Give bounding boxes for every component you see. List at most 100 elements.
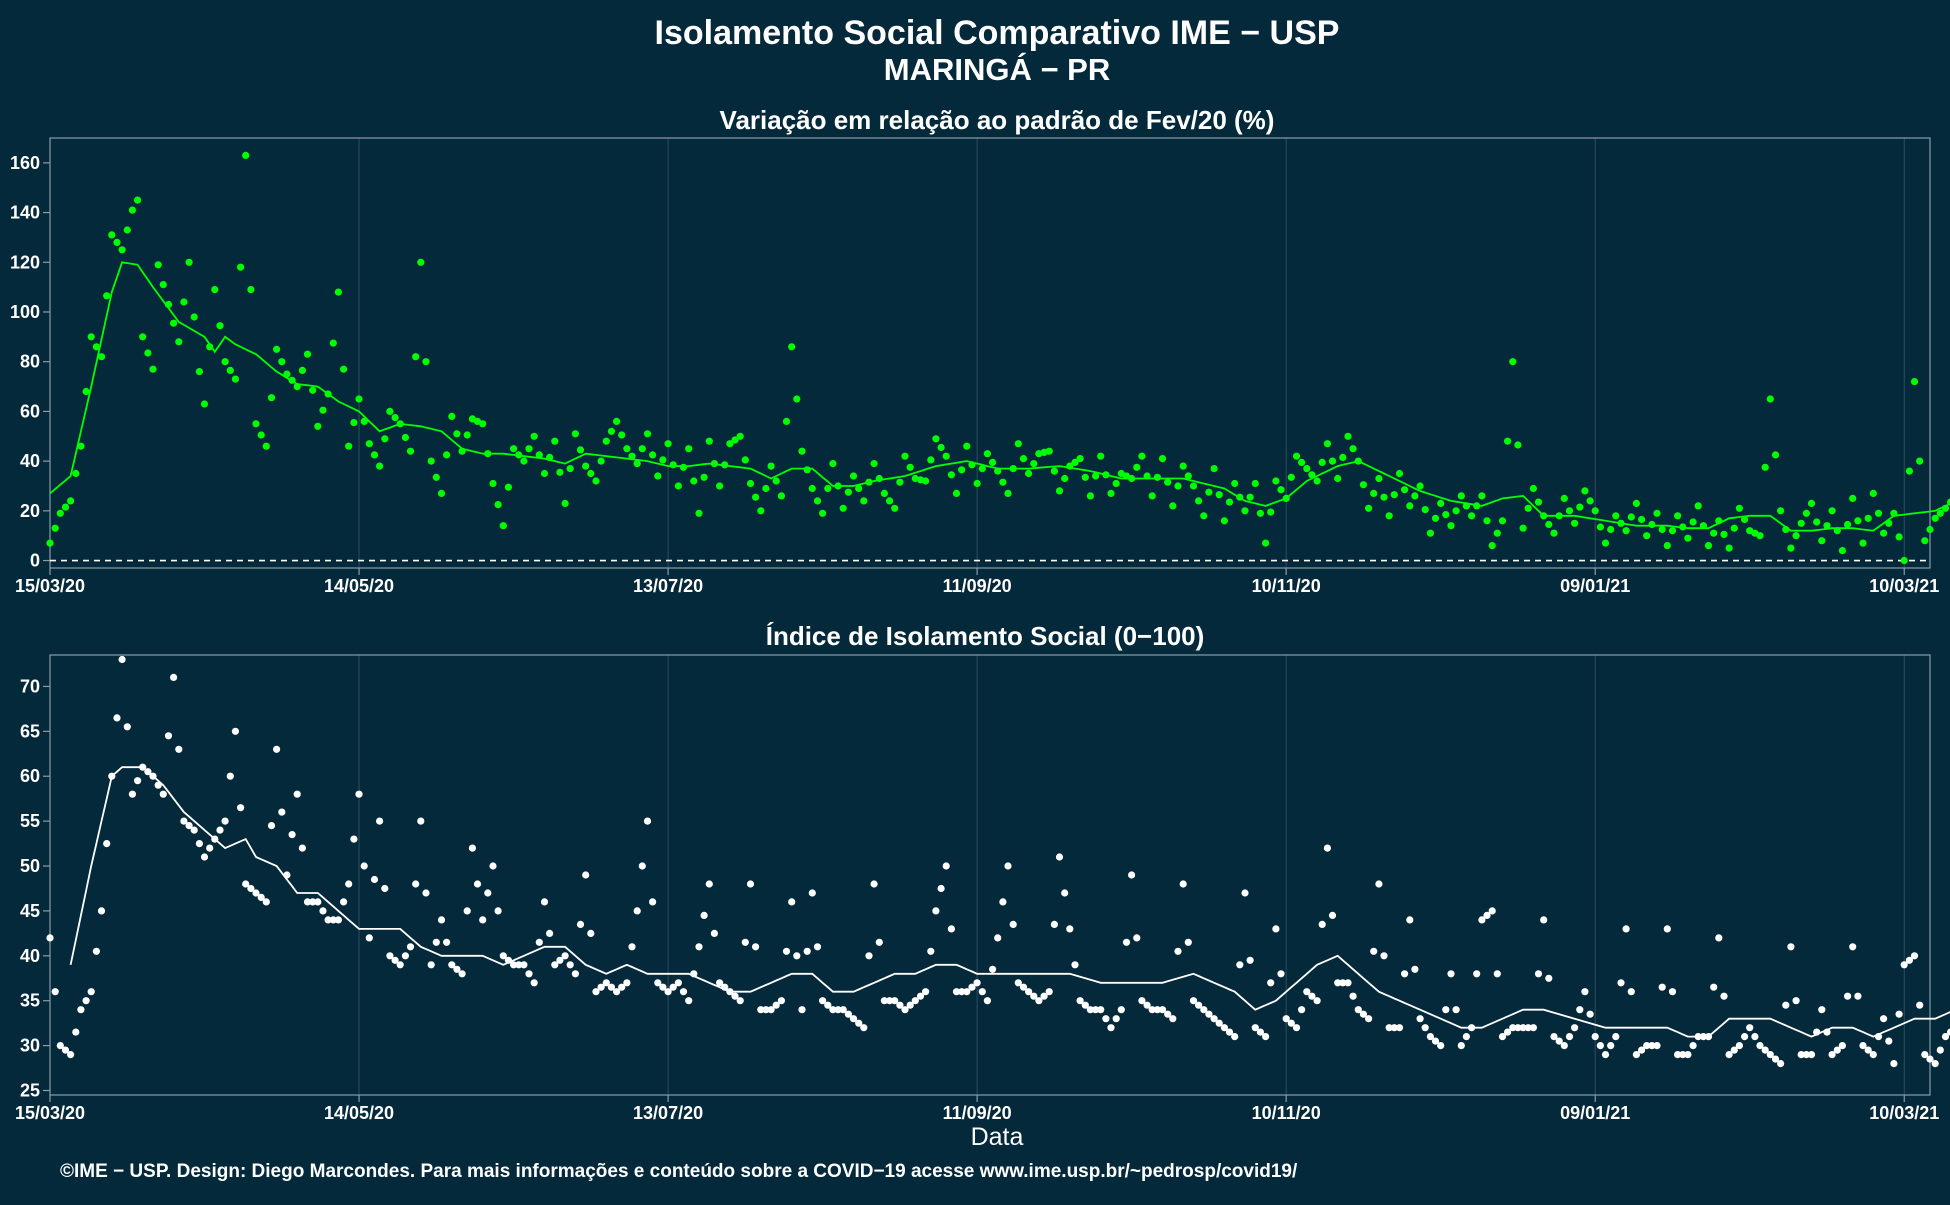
panel1-point-299: [1586, 497, 1594, 505]
panel2-point-176: [952, 988, 961, 996]
panel2-point-188: [1014, 979, 1022, 987]
panel2-point-15: [123, 723, 131, 731]
panel2-point-66: [386, 952, 394, 960]
panel2-point-117: [649, 898, 657, 906]
panel1-point-236: [1262, 539, 1270, 547]
panel1-point-221: [1184, 472, 1192, 480]
panel1-point-25: [175, 338, 183, 346]
panel1-point-253: [1349, 445, 1357, 453]
panel2-point-84: [479, 916, 487, 924]
panel1-point-310: [1643, 532, 1651, 540]
panel2-point-165: [896, 1001, 904, 1009]
panel2-xtick-label-4: 10/11/20: [1252, 1103, 1321, 1123]
figure-title-line1: Isolamento Social Comparativo IME − USP: [655, 14, 1340, 52]
panel1-point-264: [1406, 502, 1414, 510]
panel2-point-308: [1632, 1051, 1640, 1059]
panel2-point-216: [1158, 1006, 1167, 1014]
panel2-point-246: [1313, 997, 1321, 1005]
panel1-point-226: [1210, 465, 1218, 473]
panel1-point-156: [849, 472, 858, 480]
panel2-point-282: [1498, 1033, 1507, 1041]
panel2-point-354: [1869, 1051, 1877, 1059]
panel1-point-51: [309, 386, 317, 394]
panel1-point-263: [1401, 486, 1409, 494]
panel1-point-232: [1241, 507, 1249, 515]
panel2-point-164: [891, 997, 899, 1005]
panel2-point-50: [303, 898, 312, 906]
panel2-point-95: [535, 938, 543, 946]
panel1-point-335: [1771, 451, 1780, 459]
panel1-point-344: [1818, 537, 1826, 545]
panel2-point-292: [1550, 1033, 1558, 1041]
panel1-point-74: [427, 457, 435, 465]
panel1-point-346: [1828, 507, 1836, 515]
panel2-point-242: [1292, 1024, 1301, 1032]
panel2-point-315: [1668, 988, 1677, 996]
panel1-point-57: [340, 365, 348, 373]
panel2-point-241: [1287, 1019, 1295, 1027]
panel2-point-92: [520, 961, 528, 969]
panel1-point-336: [1777, 507, 1785, 515]
panel2-point-78: [448, 961, 456, 969]
panel1-point-100: [561, 499, 569, 507]
panel1-point-286: [1519, 524, 1527, 532]
panel2-point-122: [674, 979, 683, 987]
panel2-point-212: [1138, 997, 1146, 1005]
panel1-frame: [49, 137, 1931, 569]
panel2-point-85: [484, 889, 492, 897]
panel2-point-261: [1390, 1024, 1398, 1032]
panel1-xtick-label-5: 09/01/21: [1560, 576, 1630, 596]
panel2-ytick-label-70: 70: [20, 676, 40, 696]
panel2-point-135: [741, 938, 749, 946]
panel1-point-289: [1534, 498, 1543, 506]
panel2-point-127: [700, 911, 708, 920]
panel1-point-144: [788, 343, 796, 351]
panel1-point-101: [566, 465, 574, 473]
panel2-point-57: [340, 898, 348, 906]
panel2-point-81: [463, 907, 471, 915]
panel1-point-258: [1375, 474, 1383, 483]
panel1-point-291: [1545, 520, 1553, 529]
panel2-point-243: [1298, 1006, 1306, 1014]
panel2-point-218: [1169, 1015, 1177, 1023]
panel1-point-271: [1442, 510, 1450, 519]
panel2-point-2: [56, 1042, 64, 1050]
panel2-point-359: [1895, 1010, 1903, 1018]
panel1-point-298: [1581, 487, 1589, 495]
panel1-point-2: [56, 509, 64, 517]
panel2-point-340: [1797, 1051, 1805, 1059]
panel1-point-136: [746, 479, 755, 488]
panel1-point-44: [273, 345, 281, 353]
panel2-point-295: [1565, 1033, 1574, 1041]
panel2-point-41: [257, 893, 265, 902]
panel2-point-273: [1452, 1006, 1460, 1014]
panel2-ytick-label-55: 55: [20, 811, 40, 831]
panel1-point-228: [1220, 517, 1228, 525]
panel1-point-255: [1359, 481, 1367, 489]
panel2-point-272: [1447, 970, 1455, 978]
panel2-ytick-label-25: 25: [20, 1081, 40, 1101]
panel2-y-axis: 25 30 35 40 45 50 55 60 65 70: [20, 676, 50, 1101]
panel2-point-24: [170, 673, 178, 682]
panel1-point-164: [891, 504, 899, 512]
panel1-point-27: [185, 258, 193, 266]
panel1-point-110: [613, 417, 621, 425]
panel2-ytick-label-50: 50: [20, 856, 40, 876]
panel1-point-17: [134, 196, 142, 204]
panel2-point-209: [1122, 938, 1131, 946]
panel1-point-304: [1612, 512, 1620, 520]
panel1-ytick-label-40: 40: [20, 451, 40, 471]
panel2-point-269: [1431, 1037, 1440, 1045]
panel1-point-38: [242, 151, 250, 159]
panel-variation: 0 20 40 60 80 100 120 140 160 15/03/20 14/05/20 13/…: [10, 137, 1950, 596]
panel1-point-1: [51, 524, 59, 532]
panel1-point-246: [1313, 477, 1321, 485]
panel2-point-44: [273, 745, 281, 753]
panel1-point-239: [1277, 486, 1285, 494]
panel2-point-289: [1534, 970, 1543, 978]
panel2-point-328: [1735, 1042, 1743, 1050]
panel1-point-87: [494, 501, 502, 509]
panel1-point-167: [906, 463, 914, 471]
panel1-point-326: [1725, 544, 1733, 552]
